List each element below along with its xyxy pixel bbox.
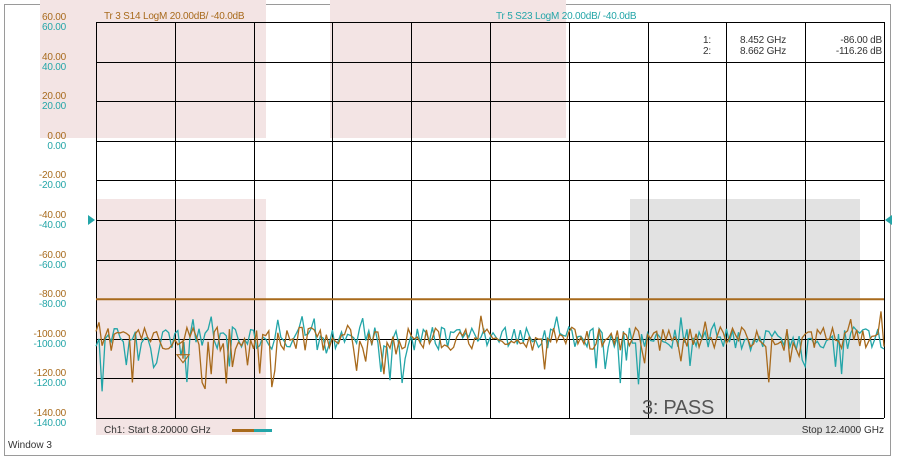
y-tick-brown: 40.00 (41, 52, 66, 63)
trace-3-legend-swatch (232, 429, 254, 432)
trace-s14 (95, 311, 885, 390)
reference-arrow-left (88, 215, 95, 225)
marker-2-arrow (175, 354, 191, 364)
marker-value: -86.00 dB (840, 35, 882, 46)
y-tick-teal: 0.00 (47, 141, 66, 152)
y-tick-teal: 40.00 (41, 62, 66, 73)
reference-arrow-right (885, 215, 892, 225)
y-tick-teal: -100.00 (33, 339, 66, 350)
y-tick-teal: -20.00 (38, 180, 66, 191)
y-tick-brown: 60.00 (41, 12, 66, 23)
trace-s23 (95, 316, 885, 392)
y-tick-brown: -80.00 (38, 289, 66, 300)
trace-5-label[interactable]: Tr 5 S23 LogM 20.00dB/ -40.0dB (496, 11, 637, 22)
limit-test-status: 3: PASS (642, 397, 715, 419)
y-tick-teal: -80.00 (38, 299, 66, 310)
marker-value: -116.26 dB (835, 46, 882, 57)
y-tick-teal: 60.00 (41, 22, 66, 33)
marker-index: 2: (703, 46, 711, 57)
marker-index: 1: (703, 35, 711, 46)
limit-region-lower-right (630, 199, 860, 435)
channel-start-label[interactable]: Ch1: Start 8.20000 GHz (104, 425, 211, 436)
y-tick-teal: 20.00 (41, 101, 66, 112)
marker-frequency: 8.662 GHz (740, 46, 787, 57)
y-tick-brown: -100.00 (33, 329, 66, 340)
y-tick-teal: -60.00 (38, 260, 66, 271)
channel-stop-label[interactable]: Stop 12.4000 GHz (801, 425, 884, 436)
y-tick-brown: -140.00 (33, 408, 66, 419)
y-tick-teal: -140.00 (33, 418, 66, 429)
y-tick-brown: 20.00 (41, 91, 66, 102)
window-label: Window 3 (8, 440, 52, 451)
y-tick-teal: -40.00 (38, 220, 66, 231)
y-tick-brown: -120.00 (33, 368, 66, 379)
y-tick-brown: -40.00 (38, 210, 66, 221)
marker-frequency: 8.452 GHz (740, 35, 787, 46)
y-tick-brown: -60.00 (38, 250, 66, 261)
limit-region-lower-left (96, 199, 266, 435)
trace-3-label[interactable]: Tr 3 S14 LogM 20.00dB/ -40.0dB (104, 11, 245, 22)
y-tick-brown: -20.00 (38, 170, 66, 181)
y-tick-teal: -120.00 (33, 378, 66, 389)
y-tick-brown: 0.00 (47, 131, 66, 142)
trace-5-legend-swatch (254, 429, 272, 432)
